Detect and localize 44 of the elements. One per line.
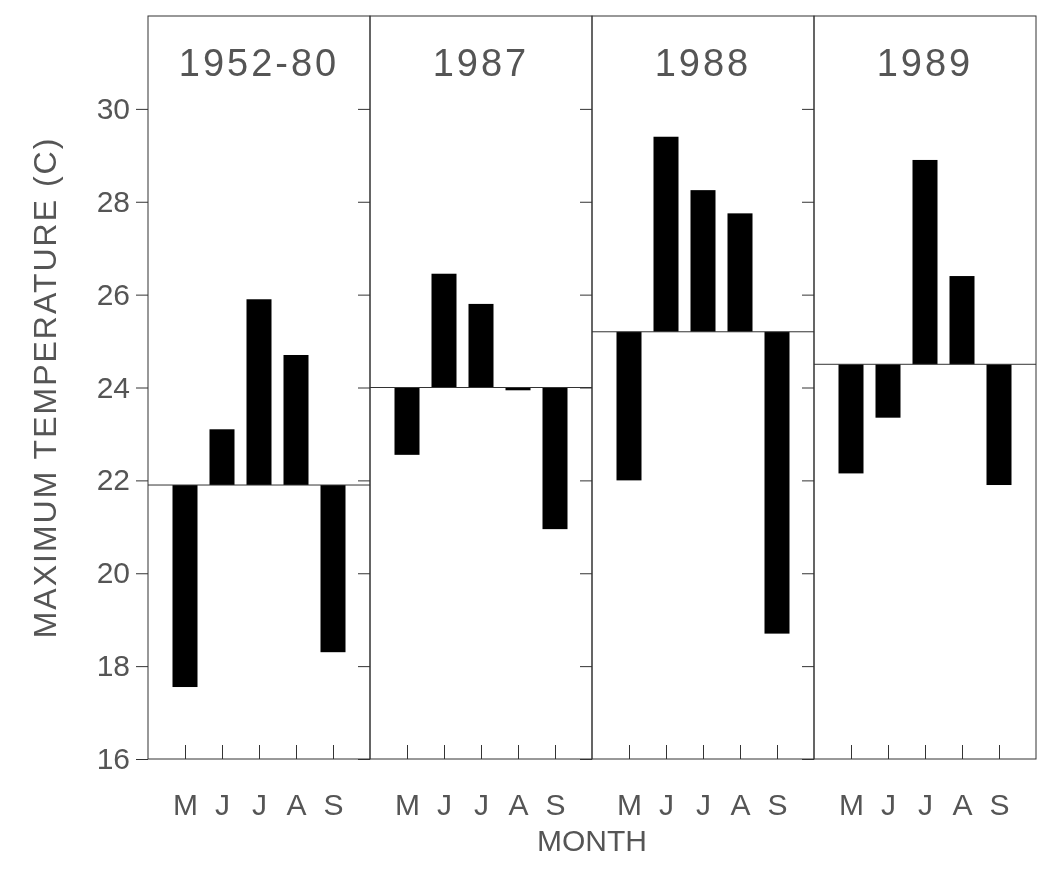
x-tick-label: J [881,788,896,821]
y-tick-label: 22 [96,463,130,497]
bar [172,485,198,688]
bar [616,331,642,481]
x-tick-label: M [839,788,864,821]
y-tick-label: 18 [96,649,130,683]
y-tick-label: 26 [96,277,130,311]
bar [727,213,753,332]
x-tick-label: M [395,788,420,821]
text: 1988 [654,42,752,84]
x-tick-label: J [918,788,933,821]
x-tick-label: J [215,788,230,821]
text: 1952-80 [178,42,340,84]
y-tick-label: 24 [96,370,130,404]
x-tick-label: J [437,788,452,821]
y-axis-title: MAXIMUM TEMPERATURE (C) [27,136,63,639]
y-tick-label: 16 [96,742,130,776]
x-tick-label: A [730,788,751,821]
text: 1987 [432,42,530,84]
bar [246,299,272,486]
bar [690,190,716,332]
x-tick-label: J [474,788,489,821]
x-tick-label: S [323,788,344,821]
bar [764,331,790,634]
x-tick-label: J [252,788,267,821]
bar [209,429,235,486]
y-tick-label: 20 [96,556,130,590]
x-tick-label: M [173,788,198,821]
bar [283,354,309,486]
x-tick-label: A [508,788,529,821]
x-tick-label: S [989,788,1010,821]
bar [320,485,346,653]
x-tick-label: S [767,788,788,821]
text: 1989 [876,42,974,84]
y-tick-label: 30 [96,91,130,125]
x-tick-label: A [286,788,307,821]
x-tick-label: J [696,788,711,821]
x-axis-title: MONTH [537,824,647,857]
x-tick-label: M [617,788,642,821]
x-tick-label: A [952,788,973,821]
x-tick-label: S [545,788,566,821]
y-tick-label: 28 [96,184,130,218]
bar [653,136,679,332]
x-tick-label: J [659,788,674,821]
